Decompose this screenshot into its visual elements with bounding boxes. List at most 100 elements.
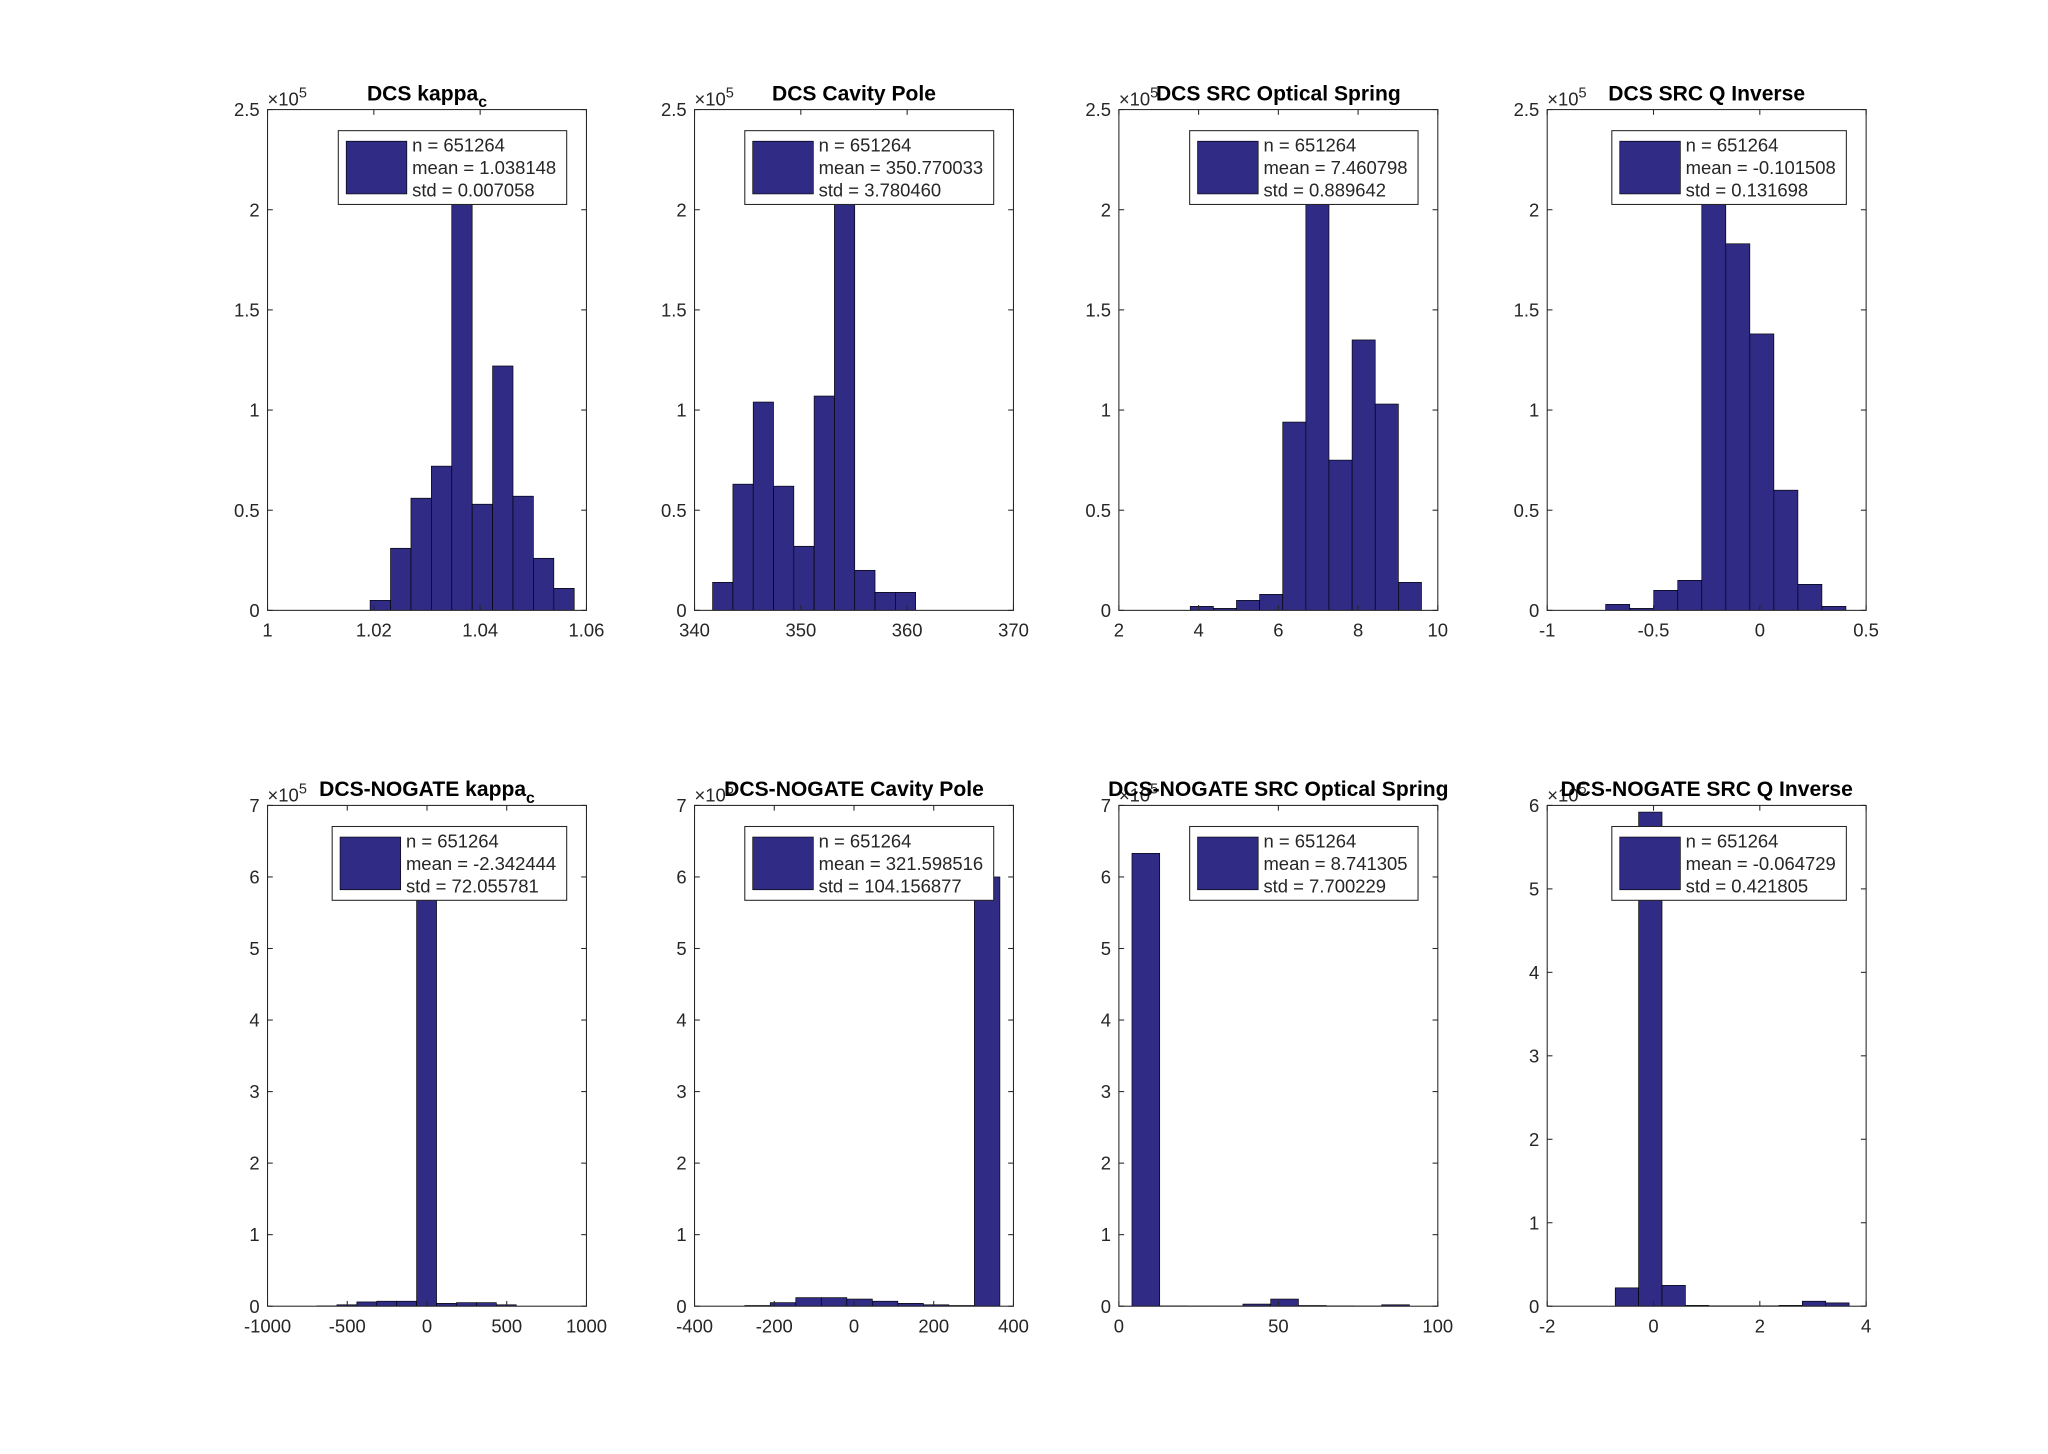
subplot-title: DCS-NOGATE SRC Q Inverse: [1560, 778, 1852, 801]
subplot: 1 1.02 1.04 1.06 0 0.5 1 1.5 2 2.5 ×105 DCS kappac n…: [234, 82, 604, 640]
bar: [1374, 403, 1399, 611]
y-multiplier-base: ×10: [1119, 89, 1150, 110]
legend-entry: n = 651264: [406, 831, 499, 852]
x-tick-label: 10: [1428, 620, 1449, 641]
y-tick-label: 7: [1101, 795, 1111, 816]
legend-entry: n = 651264: [412, 135, 505, 156]
y-multiplier: ×105: [268, 782, 307, 806]
y-multiplier: ×105: [1547, 86, 1586, 110]
x-tick-label: 100: [1422, 1316, 1453, 1337]
y-tick-label: 3: [676, 1081, 686, 1102]
y-tick-label: 1: [249, 400, 259, 421]
legend-entry: n = 651264: [1686, 135, 1779, 156]
legend-entry: std = 0.889642: [1263, 180, 1386, 201]
y-tick-label: 0: [676, 600, 686, 621]
bar: [752, 401, 774, 611]
bar: [854, 569, 876, 611]
y-multiplier-exponent: 5: [726, 782, 734, 798]
y-tick-label: 0.5: [661, 500, 687, 521]
x-tick-label: -0.5: [1638, 620, 1670, 641]
y-multiplier-exponent: 5: [299, 86, 307, 102]
title-text: DCS-NOGATE SRC Optical Spring: [1108, 778, 1448, 801]
y-tick-label: 2.5: [661, 99, 687, 120]
subplot-title: DCS SRC Optical Spring: [1156, 82, 1401, 105]
y-tick-label: 3: [1101, 1081, 1111, 1102]
bar: [456, 1302, 477, 1307]
y-tick-label: 7: [676, 795, 686, 816]
y-multiplier: ×105: [695, 86, 734, 110]
y-tick-label: 0.5: [234, 500, 260, 521]
bar: [895, 592, 916, 611]
x-tick-label: 1000: [566, 1316, 607, 1337]
y-tick-label: 1.5: [1514, 299, 1540, 320]
bars: [369, 169, 575, 611]
y-multiplier-exponent: 5: [299, 782, 307, 798]
y-tick-label: 4: [1101, 1010, 1111, 1031]
legend-entry: n = 651264: [819, 831, 912, 852]
bar: [872, 1300, 899, 1307]
y-tick-label: 6: [676, 867, 686, 888]
title-text: DCS kappa: [367, 82, 479, 105]
subplot-title: DCS-NOGATE SRC Optical Spring: [1108, 778, 1448, 801]
legend-entry: mean = 8.741305: [1263, 853, 1407, 874]
x-tick-label: 360: [892, 620, 923, 641]
y-tick-label: 2: [1529, 199, 1539, 220]
y-tick-label: 3: [1529, 1045, 1539, 1066]
x-tick-label: 0: [849, 1316, 859, 1337]
y-tick-label: 5: [676, 938, 686, 959]
y-tick-label: 7: [249, 795, 259, 816]
y-tick-label: 1.5: [1085, 299, 1111, 320]
y-tick-label: 2.5: [1085, 99, 1111, 120]
y-multiplier: ×105: [268, 86, 307, 110]
y-multiplier-exponent: 5: [1578, 782, 1586, 798]
bar: [416, 868, 437, 1307]
bar: [451, 169, 473, 611]
legend-entry: std = 0.131698: [1686, 180, 1809, 201]
y-tick-label: 1: [249, 1224, 259, 1245]
y-tick-label: 1.5: [661, 299, 687, 320]
subplot: -1 -0.5 0 0.5 0 0.5 1 1.5 2 2.5 ×105 DCS SRC Q Inve…: [1514, 82, 1879, 640]
y-multiplier: ×105: [1119, 782, 1158, 806]
y-multiplier-exponent: 5: [726, 86, 734, 102]
y-tick-label: 0: [249, 1296, 259, 1317]
y-tick-label: 3: [249, 1081, 259, 1102]
y-tick-label: 0.5: [1085, 500, 1111, 521]
y-multiplier-base: ×10: [1547, 89, 1578, 110]
legend-entry: std = 7.700229: [1263, 875, 1386, 896]
bar: [874, 592, 896, 611]
bar: [390, 547, 412, 611]
y-tick-label: 1: [1529, 400, 1539, 421]
y-multiplier: ×105: [1547, 782, 1586, 806]
y-multiplier: ×105: [695, 782, 734, 806]
y-tick-label: 2: [249, 1153, 259, 1174]
bar: [410, 497, 432, 611]
title-text: DCS-NOGATE kappa: [319, 778, 526, 801]
legend-entry: mean = -0.064729: [1686, 853, 1836, 874]
legend-entry: n = 651264: [1263, 831, 1356, 852]
legend-swatch: [1197, 836, 1259, 891]
bar: [1749, 333, 1775, 611]
bar: [492, 365, 514, 611]
y-tick-label: 2: [1529, 1129, 1539, 1150]
bar: [1797, 583, 1823, 611]
axes-box: [1546, 109, 1867, 611]
y-tick-label: 0.5: [1514, 500, 1540, 521]
bar: [1259, 594, 1284, 611]
bar: [773, 485, 795, 611]
x-tick-label: 0: [1648, 1316, 1658, 1337]
bar: [1825, 1302, 1850, 1307]
legend-entry: std = 104.156877: [819, 875, 962, 896]
y-tick-label: 5: [1101, 938, 1111, 959]
subplot: 340 350 360 370 0 0.5 1 1.5 2 2.5 ×105 DCS Cavity P…: [661, 82, 1029, 640]
x-tick-label: -200: [756, 1316, 793, 1337]
y-tick-label: 1: [1101, 400, 1111, 421]
bar: [1653, 590, 1679, 611]
bar: [1725, 243, 1751, 611]
